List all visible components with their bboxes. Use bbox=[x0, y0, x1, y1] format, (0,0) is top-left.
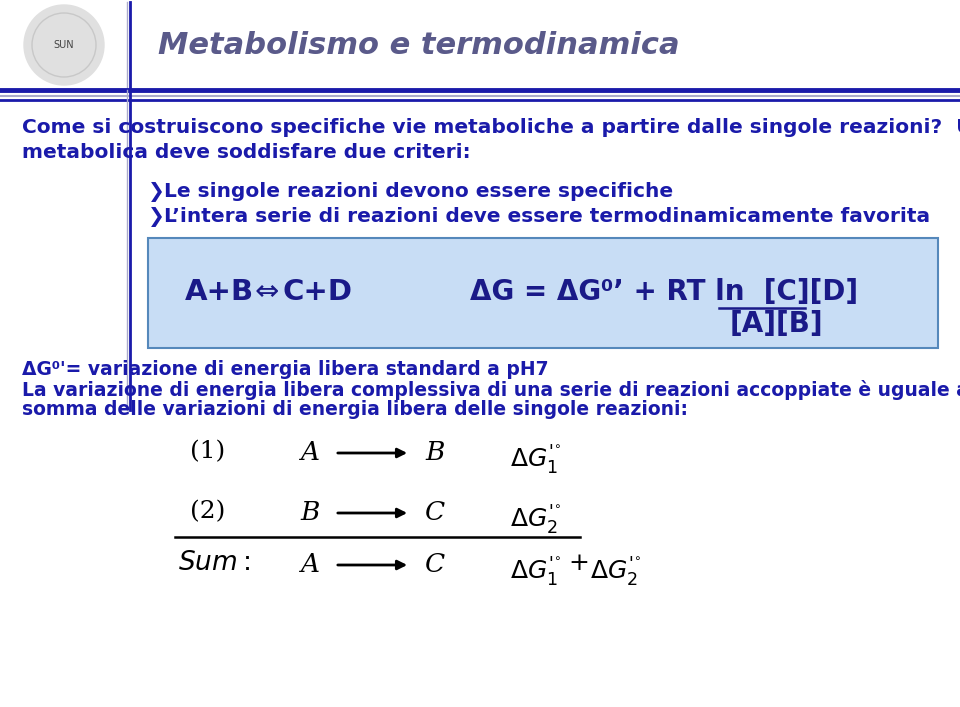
Text: A+B: A+B bbox=[185, 278, 254, 306]
Text: C+D: C+D bbox=[282, 278, 352, 306]
Text: C: C bbox=[425, 552, 445, 577]
Text: metabolica deve soddisfare due criteri:: metabolica deve soddisfare due criteri: bbox=[22, 143, 470, 162]
Text: $\mathit{Sum:}$: $\mathit{Sum:}$ bbox=[178, 550, 251, 576]
Text: B: B bbox=[425, 440, 444, 465]
Circle shape bbox=[24, 5, 104, 85]
Text: Metabolismo e termodinamica: Metabolismo e termodinamica bbox=[158, 30, 680, 59]
Text: $\Delta G_{1}^{'^{\circ}}$: $\Delta G_{1}^{'^{\circ}}$ bbox=[510, 443, 561, 477]
Text: A: A bbox=[300, 440, 319, 465]
Text: ❯: ❯ bbox=[148, 182, 165, 202]
Text: [A][B]: [A][B] bbox=[730, 310, 824, 338]
Text: L’intera serie di reazioni deve essere termodinamicamente favorita: L’intera serie di reazioni deve essere t… bbox=[164, 207, 930, 226]
Text: (2): (2) bbox=[190, 500, 226, 523]
Text: A: A bbox=[300, 552, 319, 577]
Text: ⇔: ⇔ bbox=[255, 278, 279, 306]
Text: La variazione di energia libera complessiva di una serie di reazioni accoppiate : La variazione di energia libera compless… bbox=[22, 380, 960, 400]
Text: C: C bbox=[425, 500, 445, 525]
Text: ΔG = ΔG⁰’ + RT ln  [C][D]: ΔG = ΔG⁰’ + RT ln [C][D] bbox=[470, 278, 858, 306]
Text: +: + bbox=[568, 552, 588, 575]
Text: $\Delta G_{1}^{'^{\circ}}$: $\Delta G_{1}^{'^{\circ}}$ bbox=[510, 555, 561, 589]
Text: ΔG⁰'= variazione di energia libera standard a pH7: ΔG⁰'= variazione di energia libera stand… bbox=[22, 360, 548, 379]
Text: $\Delta G_{2}^{'^{\circ}}$: $\Delta G_{2}^{'^{\circ}}$ bbox=[510, 503, 561, 537]
Text: somma delle variazioni di energia libera delle singole reazioni:: somma delle variazioni di energia libera… bbox=[22, 400, 688, 419]
Bar bbox=[148, 238, 938, 348]
Text: SUN: SUN bbox=[54, 40, 74, 50]
Text: Come si costruiscono specifiche vie metaboliche a partire dalle singole reazioni: Come si costruiscono specifiche vie meta… bbox=[22, 118, 960, 137]
Text: ❯: ❯ bbox=[148, 207, 165, 227]
Text: B: B bbox=[300, 500, 320, 525]
Text: $\Delta G_{2}^{'^{\circ}}$: $\Delta G_{2}^{'^{\circ}}$ bbox=[590, 555, 641, 589]
Text: (1): (1) bbox=[190, 440, 226, 463]
Text: Le singole reazioni devono essere specifiche: Le singole reazioni devono essere specif… bbox=[164, 182, 673, 201]
